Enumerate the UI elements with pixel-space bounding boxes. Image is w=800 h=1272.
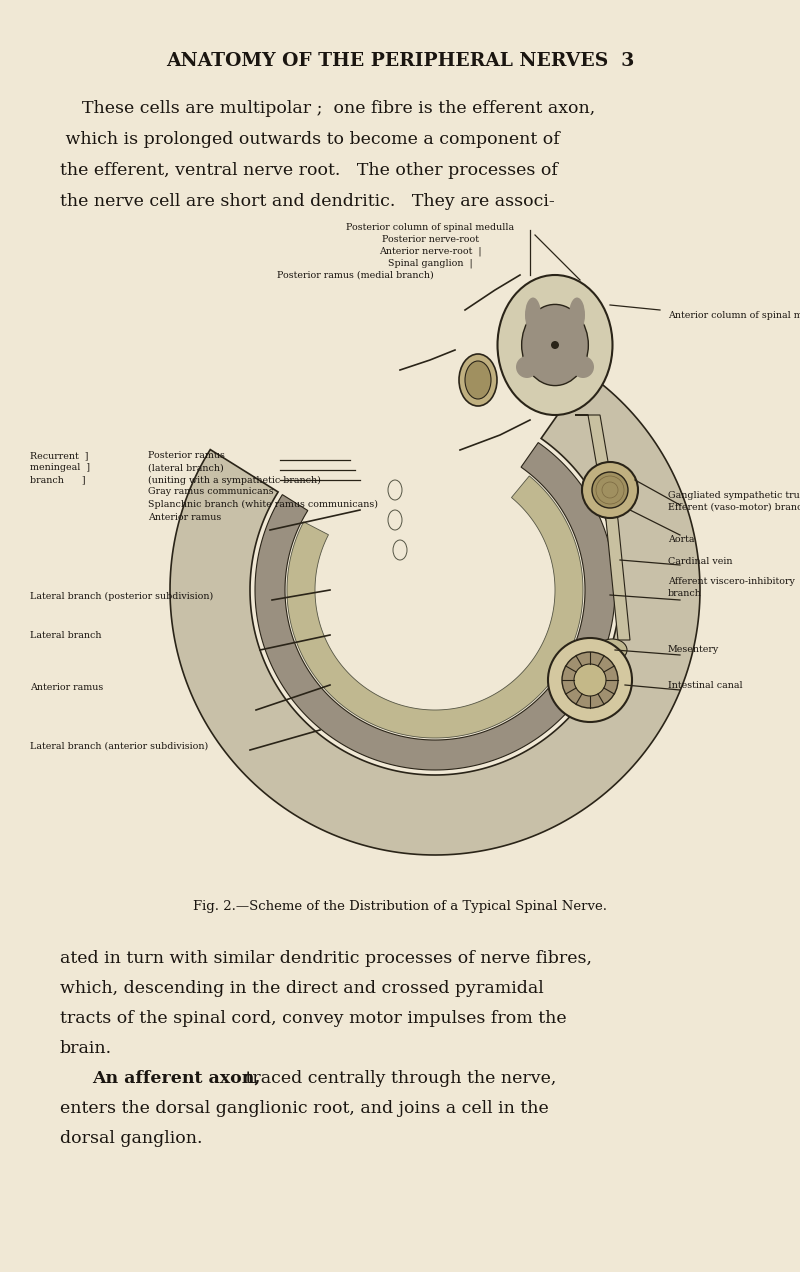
Text: Anterior column of spinal medulla: Anterior column of spinal medulla bbox=[668, 310, 800, 319]
Text: tracts of the spinal cord, convey motor impulses from the: tracts of the spinal cord, convey motor … bbox=[60, 1010, 566, 1027]
Text: Afferent viscero-inhibitory: Afferent viscero-inhibitory bbox=[668, 577, 795, 586]
Circle shape bbox=[548, 639, 632, 722]
Text: Spinal ganglion  |: Spinal ganglion | bbox=[388, 258, 472, 267]
Ellipse shape bbox=[572, 356, 594, 378]
Text: Gangliated sympathetic trunk: Gangliated sympathetic trunk bbox=[668, 491, 800, 500]
Text: Fig. 2.—Scheme of the Distribution of a Typical Spinal Nerve.: Fig. 2.—Scheme of the Distribution of a … bbox=[193, 901, 607, 913]
Text: branch: branch bbox=[668, 589, 702, 599]
Text: Intestinal canal: Intestinal canal bbox=[668, 682, 742, 691]
Text: the efferent, ventral nerve root.   The other processes of: the efferent, ventral nerve root. The ot… bbox=[60, 162, 558, 179]
Circle shape bbox=[562, 653, 618, 709]
Circle shape bbox=[592, 472, 628, 508]
Polygon shape bbox=[170, 373, 700, 855]
Text: Posterior ramus: Posterior ramus bbox=[148, 452, 225, 460]
Ellipse shape bbox=[569, 298, 585, 332]
Text: Aorta: Aorta bbox=[668, 536, 694, 544]
Text: Mesentery: Mesentery bbox=[668, 645, 719, 655]
Text: Cardinal vein: Cardinal vein bbox=[668, 557, 733, 566]
Text: Efferent (vaso-motor) branch: Efferent (vaso-motor) branch bbox=[668, 502, 800, 511]
Text: which is prolonged outwards to become a component of: which is prolonged outwards to become a … bbox=[60, 131, 560, 148]
Text: Posterior nerve-root: Posterior nerve-root bbox=[382, 234, 478, 243]
Ellipse shape bbox=[516, 356, 538, 378]
Text: Recurrent  ]: Recurrent ] bbox=[30, 452, 89, 460]
Text: Anterior ramus: Anterior ramus bbox=[30, 683, 103, 692]
Text: Posterior column of spinal medulla: Posterior column of spinal medulla bbox=[346, 223, 514, 232]
Text: traced centrally through the nerve,: traced centrally through the nerve, bbox=[240, 1070, 556, 1088]
Ellipse shape bbox=[597, 639, 627, 661]
Circle shape bbox=[551, 341, 559, 349]
Text: Posterior ramus (medial branch): Posterior ramus (medial branch) bbox=[277, 271, 434, 280]
Ellipse shape bbox=[459, 354, 497, 406]
Text: These cells are multipolar ;  one fibre is the efferent axon,: These cells are multipolar ; one fibre i… bbox=[60, 100, 595, 117]
Text: (uniting with a sympathetic branch): (uniting with a sympathetic branch) bbox=[148, 476, 321, 485]
Text: brain.: brain. bbox=[60, 1040, 112, 1057]
Text: dorsal ganglion.: dorsal ganglion. bbox=[60, 1130, 202, 1147]
Ellipse shape bbox=[525, 298, 541, 332]
Polygon shape bbox=[575, 415, 630, 640]
Ellipse shape bbox=[498, 275, 613, 415]
Text: Lateral branch (posterior subdivision): Lateral branch (posterior subdivision) bbox=[30, 591, 214, 600]
Ellipse shape bbox=[465, 361, 491, 399]
Text: Anterior nerve-root  |: Anterior nerve-root | bbox=[378, 247, 482, 256]
Text: An afferent axon,: An afferent axon, bbox=[92, 1070, 261, 1088]
Text: Anterior ramus: Anterior ramus bbox=[148, 514, 222, 523]
Text: branch      ]: branch ] bbox=[30, 476, 86, 485]
Text: ANATOMY OF THE PERIPHERAL NERVES  3: ANATOMY OF THE PERIPHERAL NERVES 3 bbox=[166, 52, 634, 70]
Text: Splanchnic branch (white ramus communicans): Splanchnic branch (white ramus communica… bbox=[148, 500, 378, 509]
Circle shape bbox=[574, 664, 606, 696]
Ellipse shape bbox=[522, 304, 588, 385]
Text: ated in turn with similar dendritic processes of nerve fibres,: ated in turn with similar dendritic proc… bbox=[60, 950, 592, 967]
Polygon shape bbox=[255, 443, 615, 770]
Circle shape bbox=[582, 462, 638, 518]
Text: (lateral branch): (lateral branch) bbox=[148, 463, 224, 472]
Text: enters the dorsal ganglionic root, and joins a cell in the: enters the dorsal ganglionic root, and j… bbox=[60, 1100, 549, 1117]
Text: Gray ramus communicans: Gray ramus communicans bbox=[148, 487, 274, 496]
Text: Lateral branch (anterior subdivision): Lateral branch (anterior subdivision) bbox=[30, 742, 208, 750]
Text: Lateral branch: Lateral branch bbox=[30, 631, 102, 641]
Text: the nerve cell are short and dendritic.   They are associ-: the nerve cell are short and dendritic. … bbox=[60, 193, 554, 210]
Text: which, descending in the direct and crossed pyramidal: which, descending in the direct and cros… bbox=[60, 979, 544, 997]
Text: meningeal  ]: meningeal ] bbox=[30, 463, 90, 472]
Polygon shape bbox=[287, 476, 583, 738]
